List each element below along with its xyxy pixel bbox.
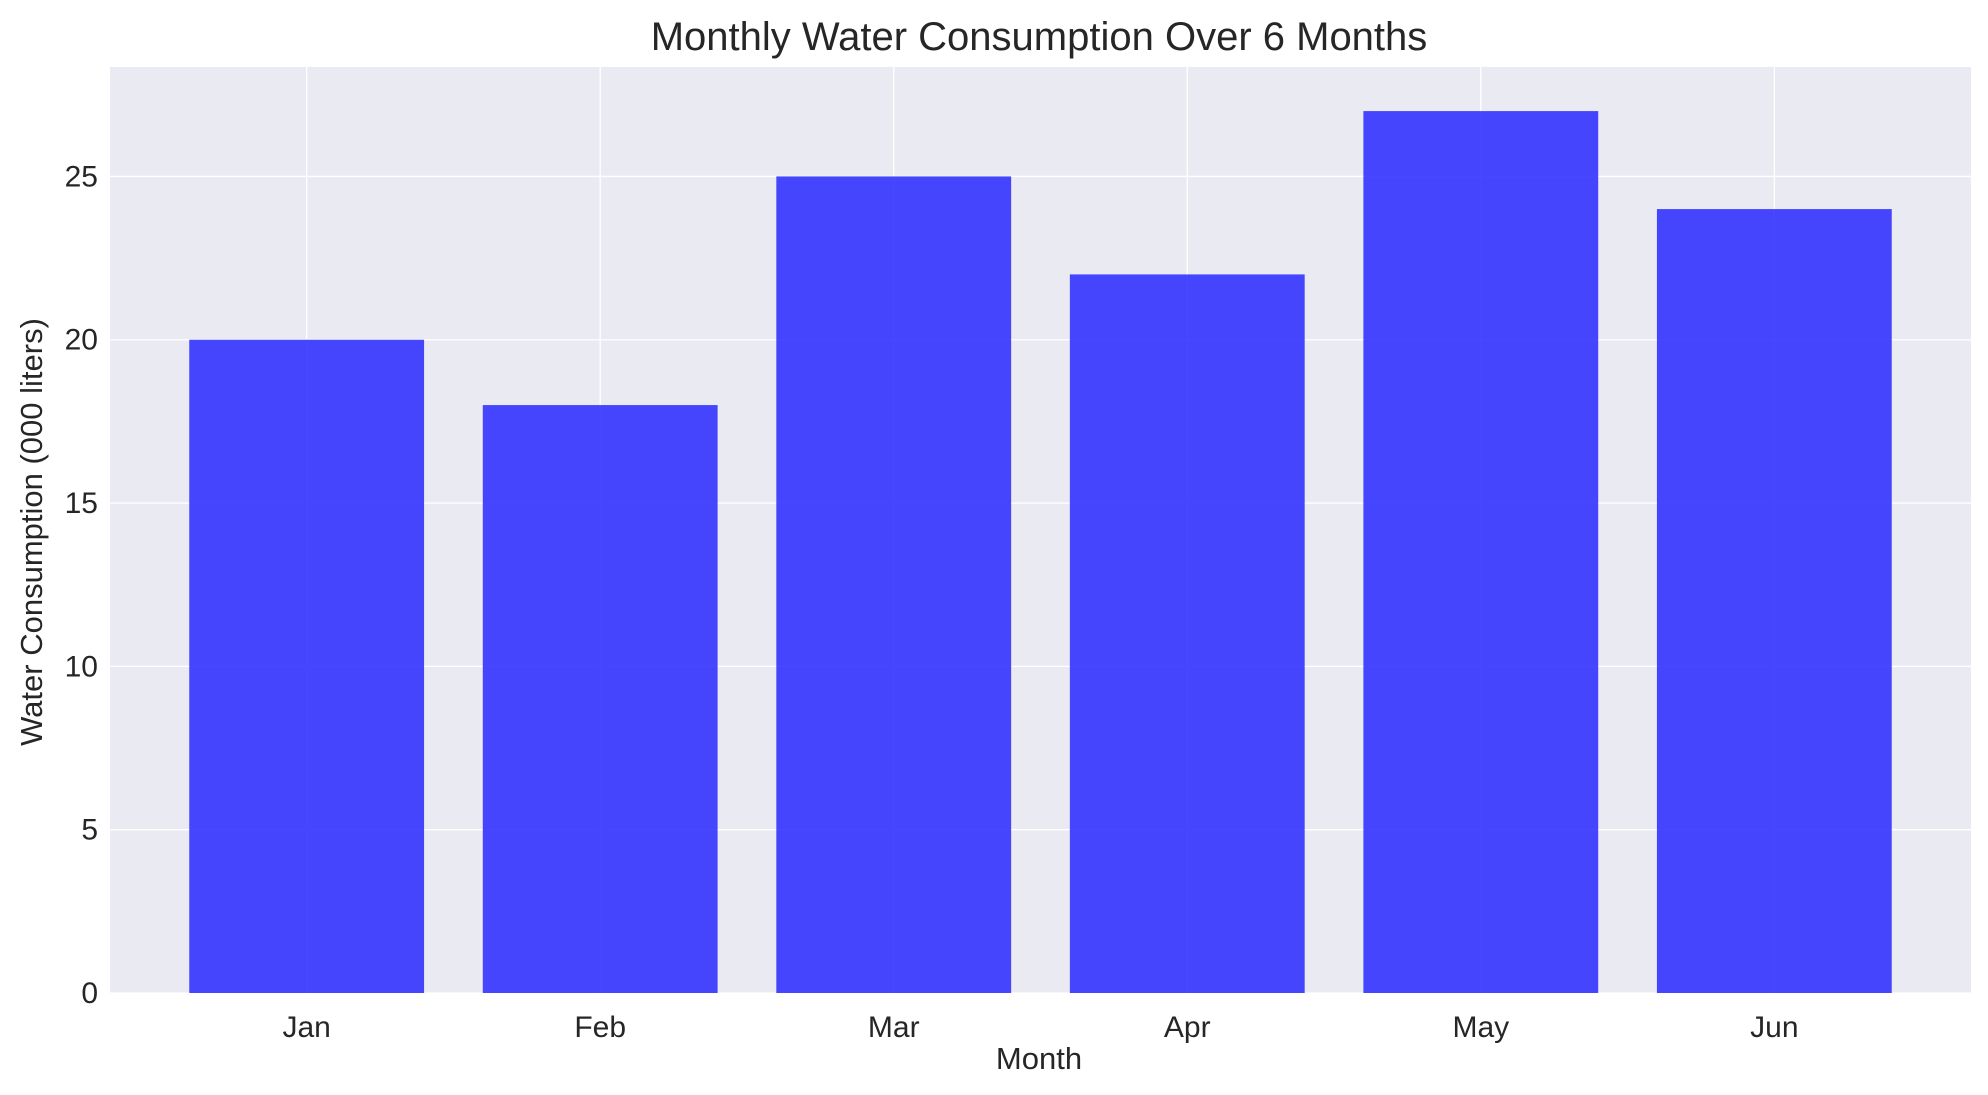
bar-feb: [482, 405, 718, 994]
bar-jan: [189, 339, 425, 994]
bars: [189, 111, 1892, 994]
x-tick-label-may: May: [1452, 1011, 1509, 1044]
y-tick-label-5: 5: [81, 814, 98, 847]
x-tick-label-apr: Apr: [1164, 1011, 1211, 1044]
y-tick-label-0: 0: [81, 977, 98, 1010]
x-tick-label-jan: Jan: [282, 1011, 330, 1044]
y-axis-label: Water Consumption (000 liters): [14, 318, 49, 746]
y-tick-label-10: 10: [65, 650, 98, 683]
y-tick-label-15: 15: [65, 487, 98, 520]
x-tick-label-feb: Feb: [574, 1011, 626, 1044]
bar-jun: [1656, 209, 1892, 993]
bar-apr: [1069, 274, 1305, 993]
x-tick-labels: Jan Feb Mar Apr May Jun: [282, 1011, 1798, 1044]
y-tick-labels: 0 5 10 15 20 25: [65, 160, 98, 1010]
chart-title: Monthly Water Consumption Over 6 Months: [651, 15, 1428, 59]
x-axis-label: Month: [996, 1041, 1082, 1076]
bar-mar: [776, 176, 1012, 994]
y-tick-label-25: 25: [65, 160, 98, 193]
y-tick-label-20: 20: [65, 324, 98, 357]
x-tick-label-jun: Jun: [1750, 1011, 1798, 1044]
x-tick-label-mar: Mar: [868, 1011, 920, 1044]
bar-may: [1363, 111, 1599, 994]
